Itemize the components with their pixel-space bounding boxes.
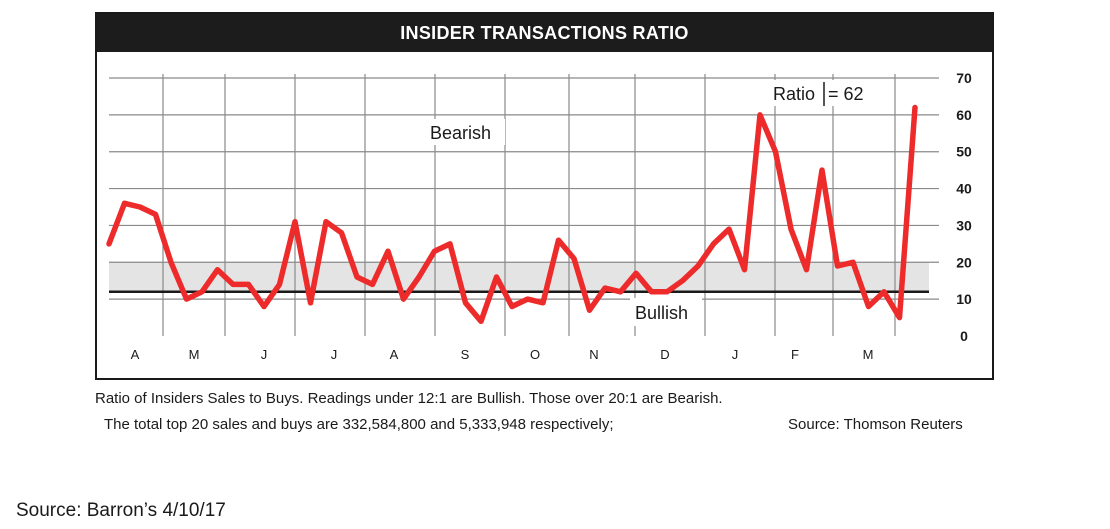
- bearish-label-bg: [425, 119, 505, 145]
- footer-source: Source: Barron’s 4/10/17: [16, 500, 226, 521]
- x-tick-label-7: N: [589, 347, 598, 362]
- y-tick-label-6: 60: [956, 107, 972, 123]
- ratio-callout-value: = 62: [828, 84, 864, 104]
- x-tick-label-9: J: [732, 347, 739, 362]
- line-chart: 0 10 20 30 40 50 60 70 A M J J A S O N D J F M Bearish Bullis…: [106, 70, 972, 362]
- x-tick-label-8: D: [660, 347, 669, 362]
- ratio-callout-label: Ratio: [773, 84, 815, 104]
- x-tick-label-1: M: [189, 347, 200, 362]
- ratio-callout-bg: [769, 80, 881, 106]
- caption-source: Source: Thomson Reuters: [788, 416, 963, 433]
- chart-title: INSIDER TRANSACTIONS RATIO: [97, 14, 992, 52]
- x-tick-label-3: J: [331, 347, 338, 362]
- chart-frame: INSIDER TRANSACTIONS RATIO 0 10 20 30 40 50 60…: [95, 12, 994, 380]
- x-tick-label-5: S: [461, 347, 470, 362]
- bullish-label-bg: [630, 298, 702, 326]
- bullish-label: Bullish: [635, 303, 688, 323]
- x-tick-label-2: J: [261, 347, 268, 362]
- caption-totals: The total top 20 sales and buys are 332,…: [104, 416, 614, 433]
- series-line-0: [106, 104, 918, 325]
- x-tick-label-11: M: [863, 347, 874, 362]
- y-tick-label-5: 50: [956, 144, 972, 160]
- x-tick-label-10: F: [791, 347, 799, 362]
- y-tick-label-1: 10: [956, 291, 972, 307]
- x-tick-label-6: O: [530, 347, 540, 362]
- y-tick-label-4: 40: [956, 181, 972, 197]
- y-tick-label-2: 20: [956, 254, 972, 270]
- x-tick-label-4: A: [390, 347, 399, 362]
- caption-ratio-explanation: Ratio of Insiders Sales to Buys. Reading…: [95, 390, 723, 407]
- y-tick-label-7: 70: [956, 70, 972, 86]
- y-tick-label-0: 0: [960, 328, 968, 344]
- x-tick-label-0: A: [131, 347, 140, 362]
- bearish-label: Bearish: [430, 123, 491, 143]
- y-tick-label-3: 30: [956, 217, 972, 233]
